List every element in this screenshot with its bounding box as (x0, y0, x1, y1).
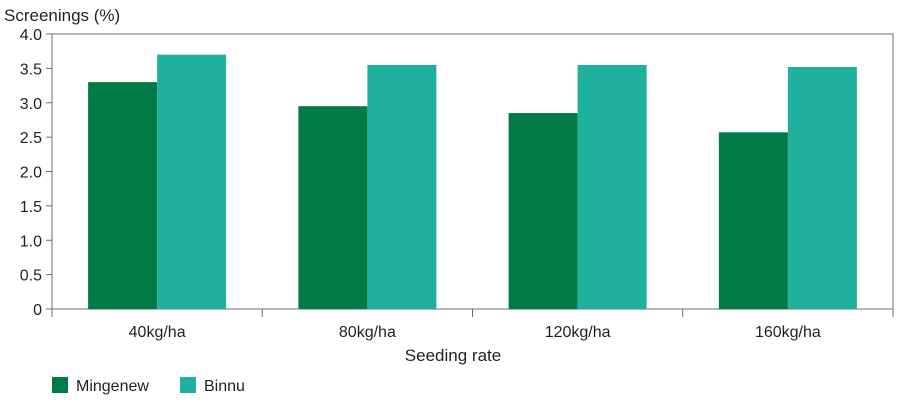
x-tick-label: 160kg/ha (755, 324, 821, 341)
bar-binnu-3 (787, 67, 857, 309)
y-tick-label: 3.0 (20, 96, 42, 113)
bar-mingenew-3 (718, 132, 788, 309)
y-tick-label: 3.5 (20, 61, 42, 78)
y-tick-label: 1.5 (20, 199, 42, 216)
y-axis-title: Screenings (%) (4, 6, 120, 25)
legend: Mingenew Binnu (52, 377, 245, 395)
bar-mingenew-1 (298, 106, 368, 309)
bar-binnu-0 (157, 54, 227, 309)
bar-mingenew-2 (508, 113, 578, 309)
legend-label-binnu: Binnu (204, 378, 245, 395)
y-tick-label: 2.0 (20, 165, 42, 182)
y-tick-label: 4.0 (20, 27, 42, 44)
y-tick-label: 0.5 (20, 268, 42, 285)
legend-swatch-binnu (180, 377, 196, 393)
y-tick-label: 0 (33, 302, 42, 319)
y-tick-label: 1.0 (20, 233, 42, 250)
y-tick-label: 2.5 (20, 130, 42, 147)
x-tick-label: 120kg/ha (545, 324, 611, 341)
bar-binnu-1 (367, 64, 437, 309)
plot-area: 0 0.5 1.0 1.5 2.0 2.5 3.0 3.5 4.0 40kg/ha 80kg/ha 1… (20, 27, 894, 341)
legend-label-mingenew: Mingenew (76, 378, 149, 395)
x-tick-label: 40kg/ha (129, 324, 186, 341)
x-tick-label: 80kg/ha (339, 324, 396, 341)
bar-binnu-2 (577, 64, 647, 309)
bar-mingenew-0 (88, 82, 158, 309)
x-axis-title: Seeding rate (405, 346, 501, 365)
legend-swatch-mingenew (52, 377, 68, 393)
